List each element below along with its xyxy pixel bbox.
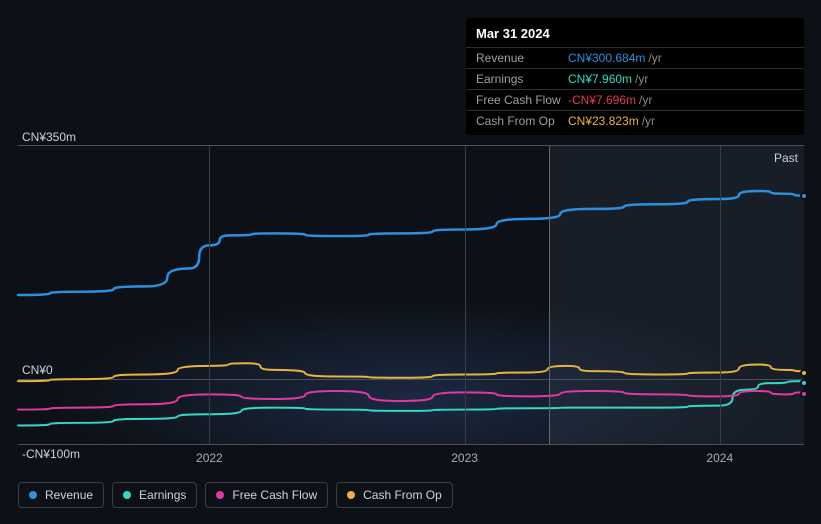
x-gridline: [720, 146, 721, 444]
tooltip-row: Cash From OpCN¥23.823m /yr: [466, 110, 804, 131]
tooltip-metric-value: -CN¥7.696m: [568, 93, 636, 107]
chart-cursor-line: [549, 146, 550, 444]
legend-swatch-icon: [29, 491, 37, 499]
legend-item-revenue[interactable]: Revenue: [18, 482, 104, 508]
legend-swatch-icon: [123, 491, 131, 499]
series-end-marker-fcf: [800, 390, 808, 398]
tooltip-row: EarningsCN¥7.960m /yr: [466, 68, 804, 89]
tooltip-metric-label: Free Cash Flow: [476, 93, 568, 107]
plot-area[interactable]: Past: [18, 145, 804, 445]
legend-label: Cash From Op: [363, 488, 442, 502]
tooltip-unit: /yr: [648, 51, 661, 65]
tooltip-date: Mar 31 2024: [466, 26, 804, 47]
chart-tooltip: Mar 31 2024 RevenueCN¥300.684m /yrEarnin…: [466, 18, 804, 135]
legend-item-fcf[interactable]: Free Cash Flow: [205, 482, 328, 508]
series-end-marker-revenue: [800, 192, 808, 200]
series-end-marker-cfo: [800, 369, 808, 377]
legend-swatch-icon: [216, 491, 224, 499]
tooltip-metric-value: CN¥23.823m: [568, 114, 639, 128]
tooltip-row: RevenueCN¥300.684m /yr: [466, 47, 804, 68]
legend-label: Free Cash Flow: [232, 488, 317, 502]
tooltip-unit: /yr: [639, 93, 652, 107]
chart-legend: Revenue Earnings Free Cash Flow Cash From O…: [18, 482, 453, 508]
tooltip-metric-label: Cash From Op: [476, 114, 568, 128]
legend-label: Earnings: [139, 488, 186, 502]
y-axis-label: CN¥350m: [22, 130, 76, 144]
x-gridline: [209, 146, 210, 444]
x-gridline: [465, 146, 466, 444]
legend-item-cfo[interactable]: Cash From Op: [336, 482, 453, 508]
tooltip-unit: /yr: [642, 114, 655, 128]
series-end-marker-earnings: [800, 379, 808, 387]
legend-item-earnings[interactable]: Earnings: [112, 482, 197, 508]
tooltip-metric-label: Revenue: [476, 51, 568, 65]
tooltip-metric-value: CN¥7.960m: [568, 72, 632, 86]
tooltip-unit: /yr: [635, 72, 648, 86]
legend-label: Revenue: [45, 488, 93, 502]
x-axis-label: 2024: [706, 451, 733, 465]
financials-chart: Mar 31 2024 RevenueCN¥300.684m /yrEarnin…: [0, 0, 821, 524]
highlight-band: [549, 146, 804, 444]
x-axis-label: 2023: [451, 451, 478, 465]
past-label: Past: [774, 151, 798, 165]
tooltip-row: Free Cash Flow-CN¥7.696m /yr: [466, 89, 804, 110]
x-axis-label: 2022: [196, 451, 223, 465]
tooltip-metric-label: Earnings: [476, 72, 568, 86]
tooltip-metric-value: CN¥300.684m: [568, 51, 645, 65]
zero-gridline: [18, 379, 804, 380]
y-axis-label: -CN¥100m: [22, 447, 80, 461]
legend-swatch-icon: [347, 491, 355, 499]
